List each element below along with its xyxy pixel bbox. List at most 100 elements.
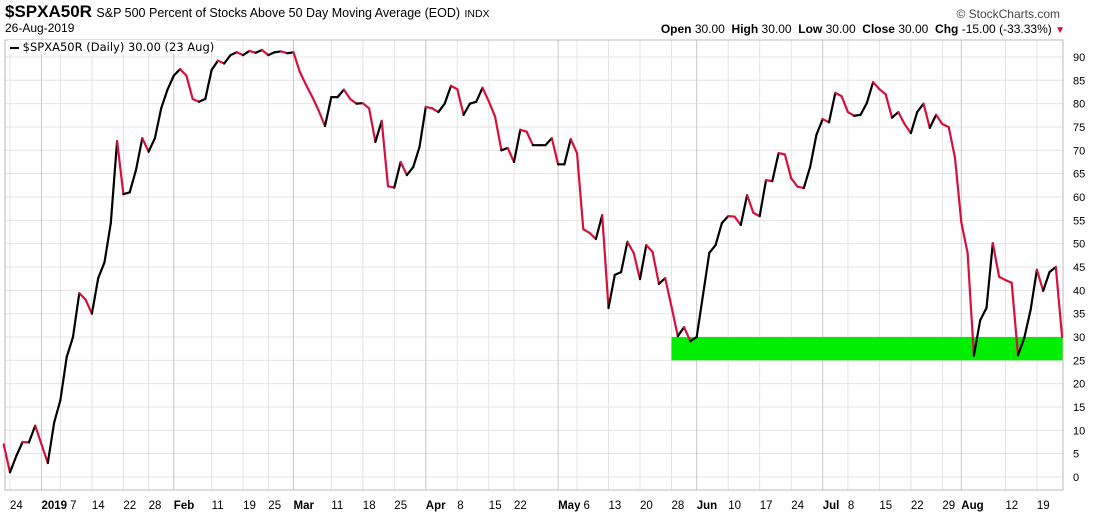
chart-title: $SPXA50R S&P 500 Percent of Stocks Above…: [5, 2, 490, 22]
line-segment: [380, 119, 390, 188]
x-tick-label: 25: [268, 500, 281, 512]
line-segment: [506, 146, 516, 164]
line-segment: [1054, 265, 1064, 339]
line-segment: [607, 273, 616, 310]
x-tick-label: 18: [363, 500, 376, 512]
line-segment: [739, 194, 749, 227]
line-segment: [449, 84, 459, 91]
line-segment: [15, 440, 24, 458]
legend-line-icon: [10, 46, 19, 49]
x-tick-label: 19: [243, 500, 256, 512]
exchange: INDX: [464, 8, 490, 20]
line-segment: [670, 305, 679, 338]
y-tick-label: 50: [1073, 239, 1085, 251]
line-segment: [979, 306, 988, 322]
line-segment: [815, 117, 824, 137]
line-segment: [97, 261, 106, 280]
y-tick-label: 90: [1073, 52, 1085, 64]
line-segment: [783, 153, 793, 180]
line-segment: [27, 424, 37, 444]
close-value: 30.00: [898, 22, 929, 36]
line-segment: [210, 59, 219, 72]
line-segment: [613, 271, 623, 277]
line-segment: [682, 326, 692, 343]
line-segment: [46, 421, 56, 465]
line-segment: [229, 51, 238, 57]
line-segment: [342, 88, 352, 101]
x-tick-label: 6: [583, 500, 589, 512]
x-tick-label: 14: [92, 500, 105, 512]
line-segment: [166, 74, 175, 91]
open-label: Open: [660, 22, 692, 36]
line-segment: [638, 243, 648, 281]
description: S&P 500 Percent of Stocks Above 50 Day M…: [96, 6, 461, 20]
x-tick-label: 2019: [42, 500, 68, 512]
support-band: [671, 336, 1063, 361]
ohlc-readout: Open 30.00 High 30.00 Low 30.00 Close 30…: [661, 22, 1065, 36]
line-segment: [500, 146, 509, 152]
line-segment: [626, 240, 635, 255]
line-segment: [550, 137, 560, 166]
y-tick-label: 10: [1073, 425, 1085, 437]
line-segment: [349, 97, 358, 105]
high-value: 30.00: [761, 22, 792, 36]
line-segment: [412, 145, 421, 169]
line-segment: [934, 113, 944, 126]
line-segment: [512, 128, 522, 164]
line-segment: [941, 123, 950, 129]
x-tick-label: 19: [1037, 500, 1050, 512]
line-segment: [676, 326, 686, 338]
line-segment: [52, 398, 62, 424]
line-segment: [563, 138, 572, 166]
line-segment: [368, 107, 377, 144]
x-tick-label: 13: [609, 500, 622, 512]
line-segment: [1023, 308, 1032, 340]
x-tick-label: 29: [942, 500, 955, 512]
line-segment: [588, 231, 598, 241]
line-segment: [632, 251, 642, 281]
x-tick-label: Jun: [697, 500, 717, 512]
line-segment: [305, 83, 314, 99]
x-tick-label: 20: [640, 500, 653, 512]
line-segment: [109, 139, 119, 225]
line-segment: [525, 130, 535, 147]
close-label: Close: [862, 22, 895, 36]
line-segment: [1029, 268, 1039, 312]
plot-border: [4, 39, 1064, 491]
chg-label: Chg: [935, 22, 959, 36]
y-tick-label: 0: [1073, 472, 1079, 484]
x-tick-label: 22: [911, 500, 924, 512]
x-tick-label: 15: [489, 500, 502, 512]
line-segment: [141, 137, 150, 153]
x-tick-label: 10: [728, 500, 741, 512]
line-segment: [575, 152, 585, 231]
line-segment: [960, 221, 969, 255]
line-segment: [594, 214, 604, 241]
line-segment: [298, 70, 308, 87]
high-label: High: [731, 22, 759, 36]
line-segment: [431, 107, 440, 114]
line-segment: [254, 48, 264, 54]
line-segment: [947, 125, 957, 159]
line-segment: [223, 54, 232, 65]
chart-date: 26-Aug-2019: [5, 21, 75, 35]
line-segment: [374, 119, 383, 144]
line-segment: [714, 222, 724, 247]
line-segment: [147, 137, 156, 153]
line-segment: [972, 319, 982, 357]
x-tick-label: Feb: [174, 500, 194, 512]
line-segment: [1042, 271, 1051, 292]
chart-legend: $SPXA50R (Daily) 30.00 (23 Aug): [8, 40, 217, 54]
line-segment: [179, 68, 188, 77]
line-segment: [846, 110, 856, 117]
x-tick-label: 7: [70, 500, 76, 512]
x-tick-label: Mar: [294, 500, 315, 512]
line-segment: [128, 168, 138, 194]
line-segment: [985, 242, 994, 310]
copyright: © StockCharts.com: [956, 7, 1060, 21]
line-segment: [481, 86, 490, 103]
x-tick-label: 8: [457, 500, 463, 512]
line-segment: [601, 214, 610, 310]
line-segment: [890, 110, 900, 119]
